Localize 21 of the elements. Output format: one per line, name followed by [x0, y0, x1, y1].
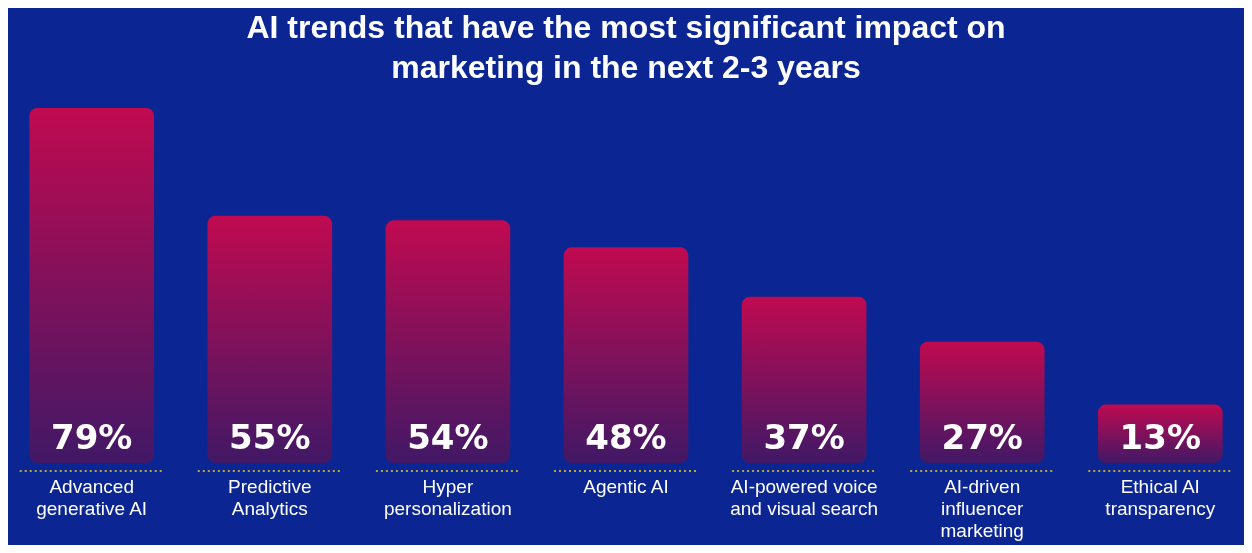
- bar: [563, 247, 689, 463]
- bar: [919, 341, 1045, 463]
- bar: [29, 108, 155, 463]
- bar: [385, 220, 511, 463]
- x-tick-label: Advanced generative AI: [36, 476, 148, 519]
- x-tick-label: Agentic AI: [583, 476, 669, 497]
- data-label: 79%: [51, 417, 133, 457]
- x-tick-label: Predictive Analytics: [228, 476, 312, 519]
- data-label: 27%: [941, 417, 1023, 457]
- data-label: 13%: [1119, 417, 1201, 457]
- bar: [741, 296, 867, 463]
- x-tick-label: Ethical AI transparency: [1105, 476, 1216, 519]
- data-label: 54%: [407, 417, 489, 457]
- bar: [207, 215, 333, 463]
- x-tick-label: AI-driven influencer marketing: [940, 476, 1025, 541]
- chart-title: AI trends that have the most significant impact on marketing in the next 2-3 years: [246, 9, 1006, 85]
- x-tick-label: AI-powered voice and visual search: [730, 476, 879, 519]
- data-label: 55%: [229, 417, 311, 457]
- x-tick-label: Hyper personalization: [384, 476, 512, 519]
- data-label: 48%: [585, 417, 667, 457]
- data-label: 37%: [763, 417, 845, 457]
